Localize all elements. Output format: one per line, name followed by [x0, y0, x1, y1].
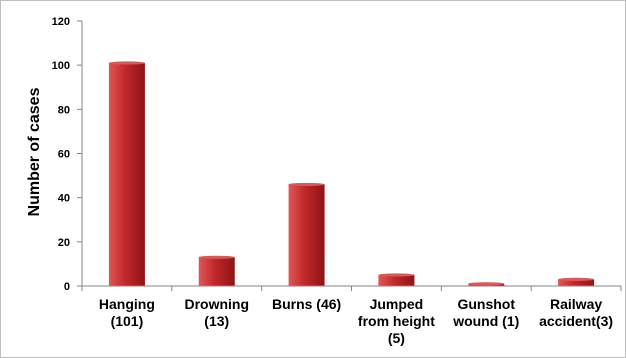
- x-axis: Hanging (101) Drowning (13) Burns (46) Jumped…: [81, 285, 622, 346]
- bar-body: [198, 257, 235, 286]
- bar-body: [108, 62, 145, 287]
- y-tick-label: 40: [58, 193, 70, 205]
- bar: [108, 61, 145, 287]
- bar: [288, 182, 325, 286]
- bars: [108, 61, 595, 287]
- x-category-label: Hanging (101): [99, 296, 155, 329]
- y-tick-label: 100: [52, 60, 70, 72]
- bar-top: [558, 277, 595, 281]
- x-category-label: Gunshot wound (1): [452, 296, 519, 329]
- x-category-label: Jumped from height (5): [358, 296, 435, 346]
- bar-top: [468, 282, 505, 286]
- bar-body: [378, 274, 415, 286]
- bar: [558, 277, 595, 286]
- bar: [378, 273, 415, 286]
- bar: [198, 255, 235, 286]
- y-tick-label: 20: [58, 237, 70, 249]
- bar-top: [108, 61, 145, 65]
- x-category-label: Burns (46): [272, 296, 341, 312]
- y-tick-label: 0: [64, 281, 70, 293]
- x-category-label: Railway accident(3): [539, 296, 613, 329]
- bar: [468, 282, 505, 286]
- y-tick-label: 120: [52, 16, 70, 28]
- y-axis-title: Number of cases: [26, 87, 43, 216]
- bar-top: [198, 255, 235, 259]
- x-category-label: Drowning (13): [184, 296, 249, 329]
- y-tick-label: 60: [58, 149, 70, 161]
- bar-top: [288, 182, 325, 187]
- y-axis: 0 20 40 60 80 100 120: [52, 16, 83, 293]
- bar-body: [558, 279, 595, 286]
- y-tick-label: 80: [58, 104, 70, 116]
- bar-body: [288, 184, 325, 286]
- bar-top: [378, 273, 415, 277]
